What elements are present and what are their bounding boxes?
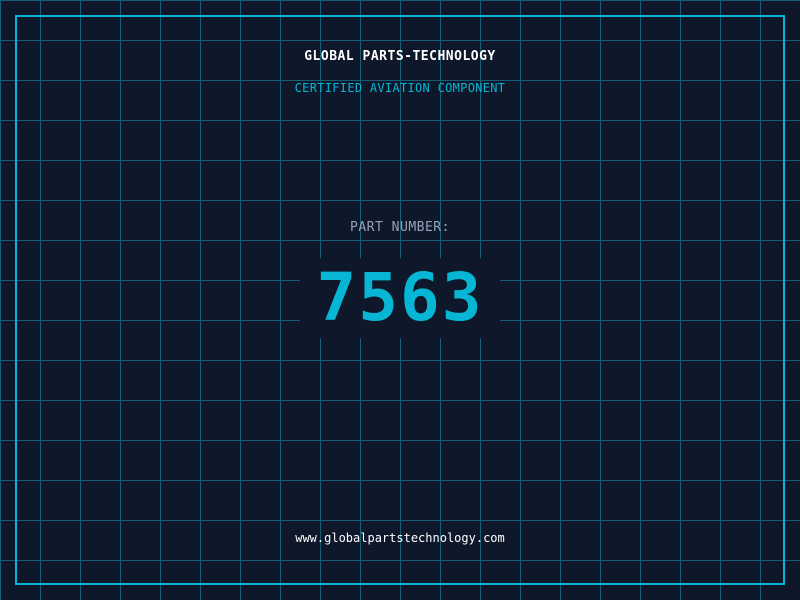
website-url[interactable]: www.globalpartstechnology.com: [295, 531, 505, 545]
subtitle: CERTIFIED AVIATION COMPONENT: [294, 81, 506, 95]
part-number-backdrop: [300, 258, 500, 338]
card-border: [15, 15, 785, 585]
part-number-label: PART NUMBER:: [350, 220, 450, 235]
part-number-value: 7563: [316, 259, 484, 336]
company-title: GLOBAL PARTS-TECHNOLOGY: [304, 49, 496, 64]
